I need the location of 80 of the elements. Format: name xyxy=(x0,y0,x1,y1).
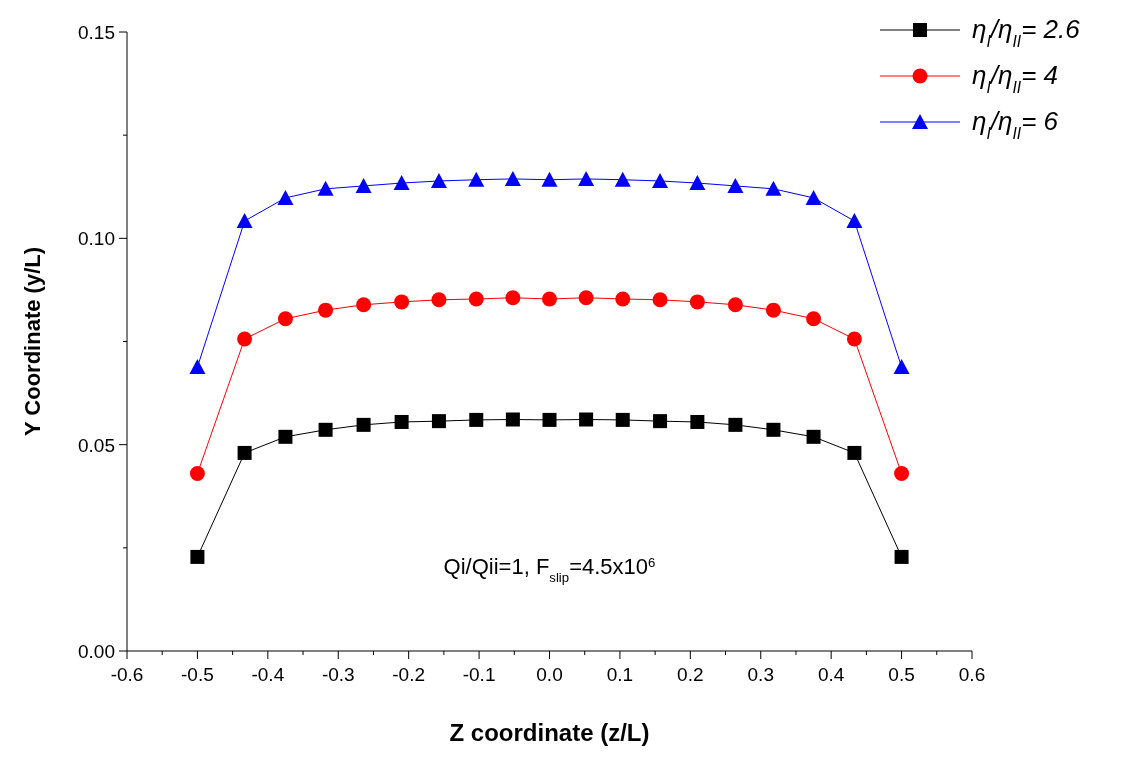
point xyxy=(189,359,206,375)
point xyxy=(615,412,630,427)
x-tick-label: -0.4 xyxy=(251,664,285,685)
annotation: Qi/Qii=1, F$_{slip}$=4.5x10$^{6}$ xyxy=(443,554,656,585)
point xyxy=(766,422,781,437)
point xyxy=(504,170,521,186)
point xyxy=(728,417,743,432)
x-tick-label: 0.3 xyxy=(747,664,774,685)
point xyxy=(190,549,205,564)
point xyxy=(393,175,410,191)
point xyxy=(356,417,371,432)
x-tick-label: -0.5 xyxy=(181,664,214,685)
point xyxy=(318,302,334,318)
y-tick-label: 0.05 xyxy=(78,434,115,456)
point xyxy=(894,466,910,482)
x-tick-label: -0.3 xyxy=(321,664,355,685)
point xyxy=(469,412,484,427)
x-axis-title: Z coordinate (z/L) xyxy=(449,719,650,746)
point xyxy=(615,291,631,307)
point xyxy=(541,171,558,187)
y-tick-label: 0.15 xyxy=(78,22,115,43)
point xyxy=(236,213,253,228)
x-tick-label: 0.4 xyxy=(817,664,845,685)
x-tick-label: 0.2 xyxy=(677,664,704,685)
point xyxy=(237,331,253,347)
point xyxy=(846,213,863,228)
point xyxy=(579,412,594,427)
point xyxy=(318,422,333,437)
x-tick-label: 0.6 xyxy=(958,664,986,685)
point xyxy=(689,294,705,310)
point xyxy=(805,189,822,205)
point xyxy=(727,177,744,193)
point xyxy=(468,171,485,187)
point xyxy=(394,414,409,429)
point xyxy=(542,291,557,307)
point xyxy=(578,290,594,306)
point xyxy=(847,445,862,460)
legend-label: η$_{I}$/η$_{II}$= 6 xyxy=(972,106,1059,142)
point xyxy=(277,189,294,205)
point xyxy=(652,172,669,188)
point xyxy=(189,466,205,482)
point xyxy=(237,445,252,460)
x-tick-label: 0.5 xyxy=(888,664,915,685)
x-tick-label: 0.1 xyxy=(606,664,634,685)
point xyxy=(894,549,909,564)
point xyxy=(505,412,520,427)
point xyxy=(431,292,447,308)
point xyxy=(893,359,910,375)
point xyxy=(765,180,782,196)
point xyxy=(355,177,372,193)
point xyxy=(689,175,706,191)
point xyxy=(394,294,410,310)
point xyxy=(614,171,631,187)
point xyxy=(806,429,821,444)
y-tick-label: 0.10 xyxy=(78,228,115,250)
point xyxy=(317,180,334,196)
point xyxy=(430,172,447,188)
point xyxy=(468,291,484,307)
point xyxy=(431,414,446,429)
legend-label: η$_{I}$/η$_{II}$= 2.6 xyxy=(972,14,1081,50)
legend-label: η$_{I}$/η$_{II}$= 4 xyxy=(972,60,1058,96)
x-tick-label: -0.2 xyxy=(392,664,426,685)
point xyxy=(505,290,521,306)
point xyxy=(765,302,781,318)
x-tick-label: -0.1 xyxy=(462,664,496,685)
point xyxy=(356,297,372,313)
point xyxy=(690,414,705,429)
point xyxy=(652,292,668,308)
point xyxy=(806,311,822,327)
point xyxy=(542,412,557,427)
point xyxy=(277,311,293,327)
y-tick-label: 0.00 xyxy=(78,641,115,662)
x-tick-label: -0.6 xyxy=(110,664,144,685)
point xyxy=(653,414,668,429)
x-tick-label: 0.0 xyxy=(536,664,563,685)
point xyxy=(278,429,293,444)
point xyxy=(578,170,595,186)
point xyxy=(727,297,743,313)
y-axis-title: Y Coordinate (y/L) xyxy=(20,246,45,437)
point xyxy=(846,331,862,347)
